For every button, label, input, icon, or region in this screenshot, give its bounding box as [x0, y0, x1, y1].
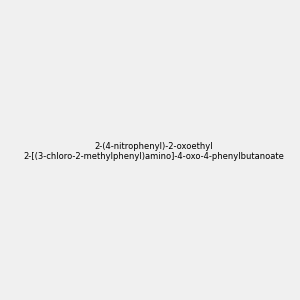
Text: 2-(4-nitrophenyl)-2-oxoethyl 2-[(3-chloro-2-methylphenyl)amino]-4-oxo-4-phenylbu: 2-(4-nitrophenyl)-2-oxoethyl 2-[(3-chlor…: [23, 142, 284, 161]
